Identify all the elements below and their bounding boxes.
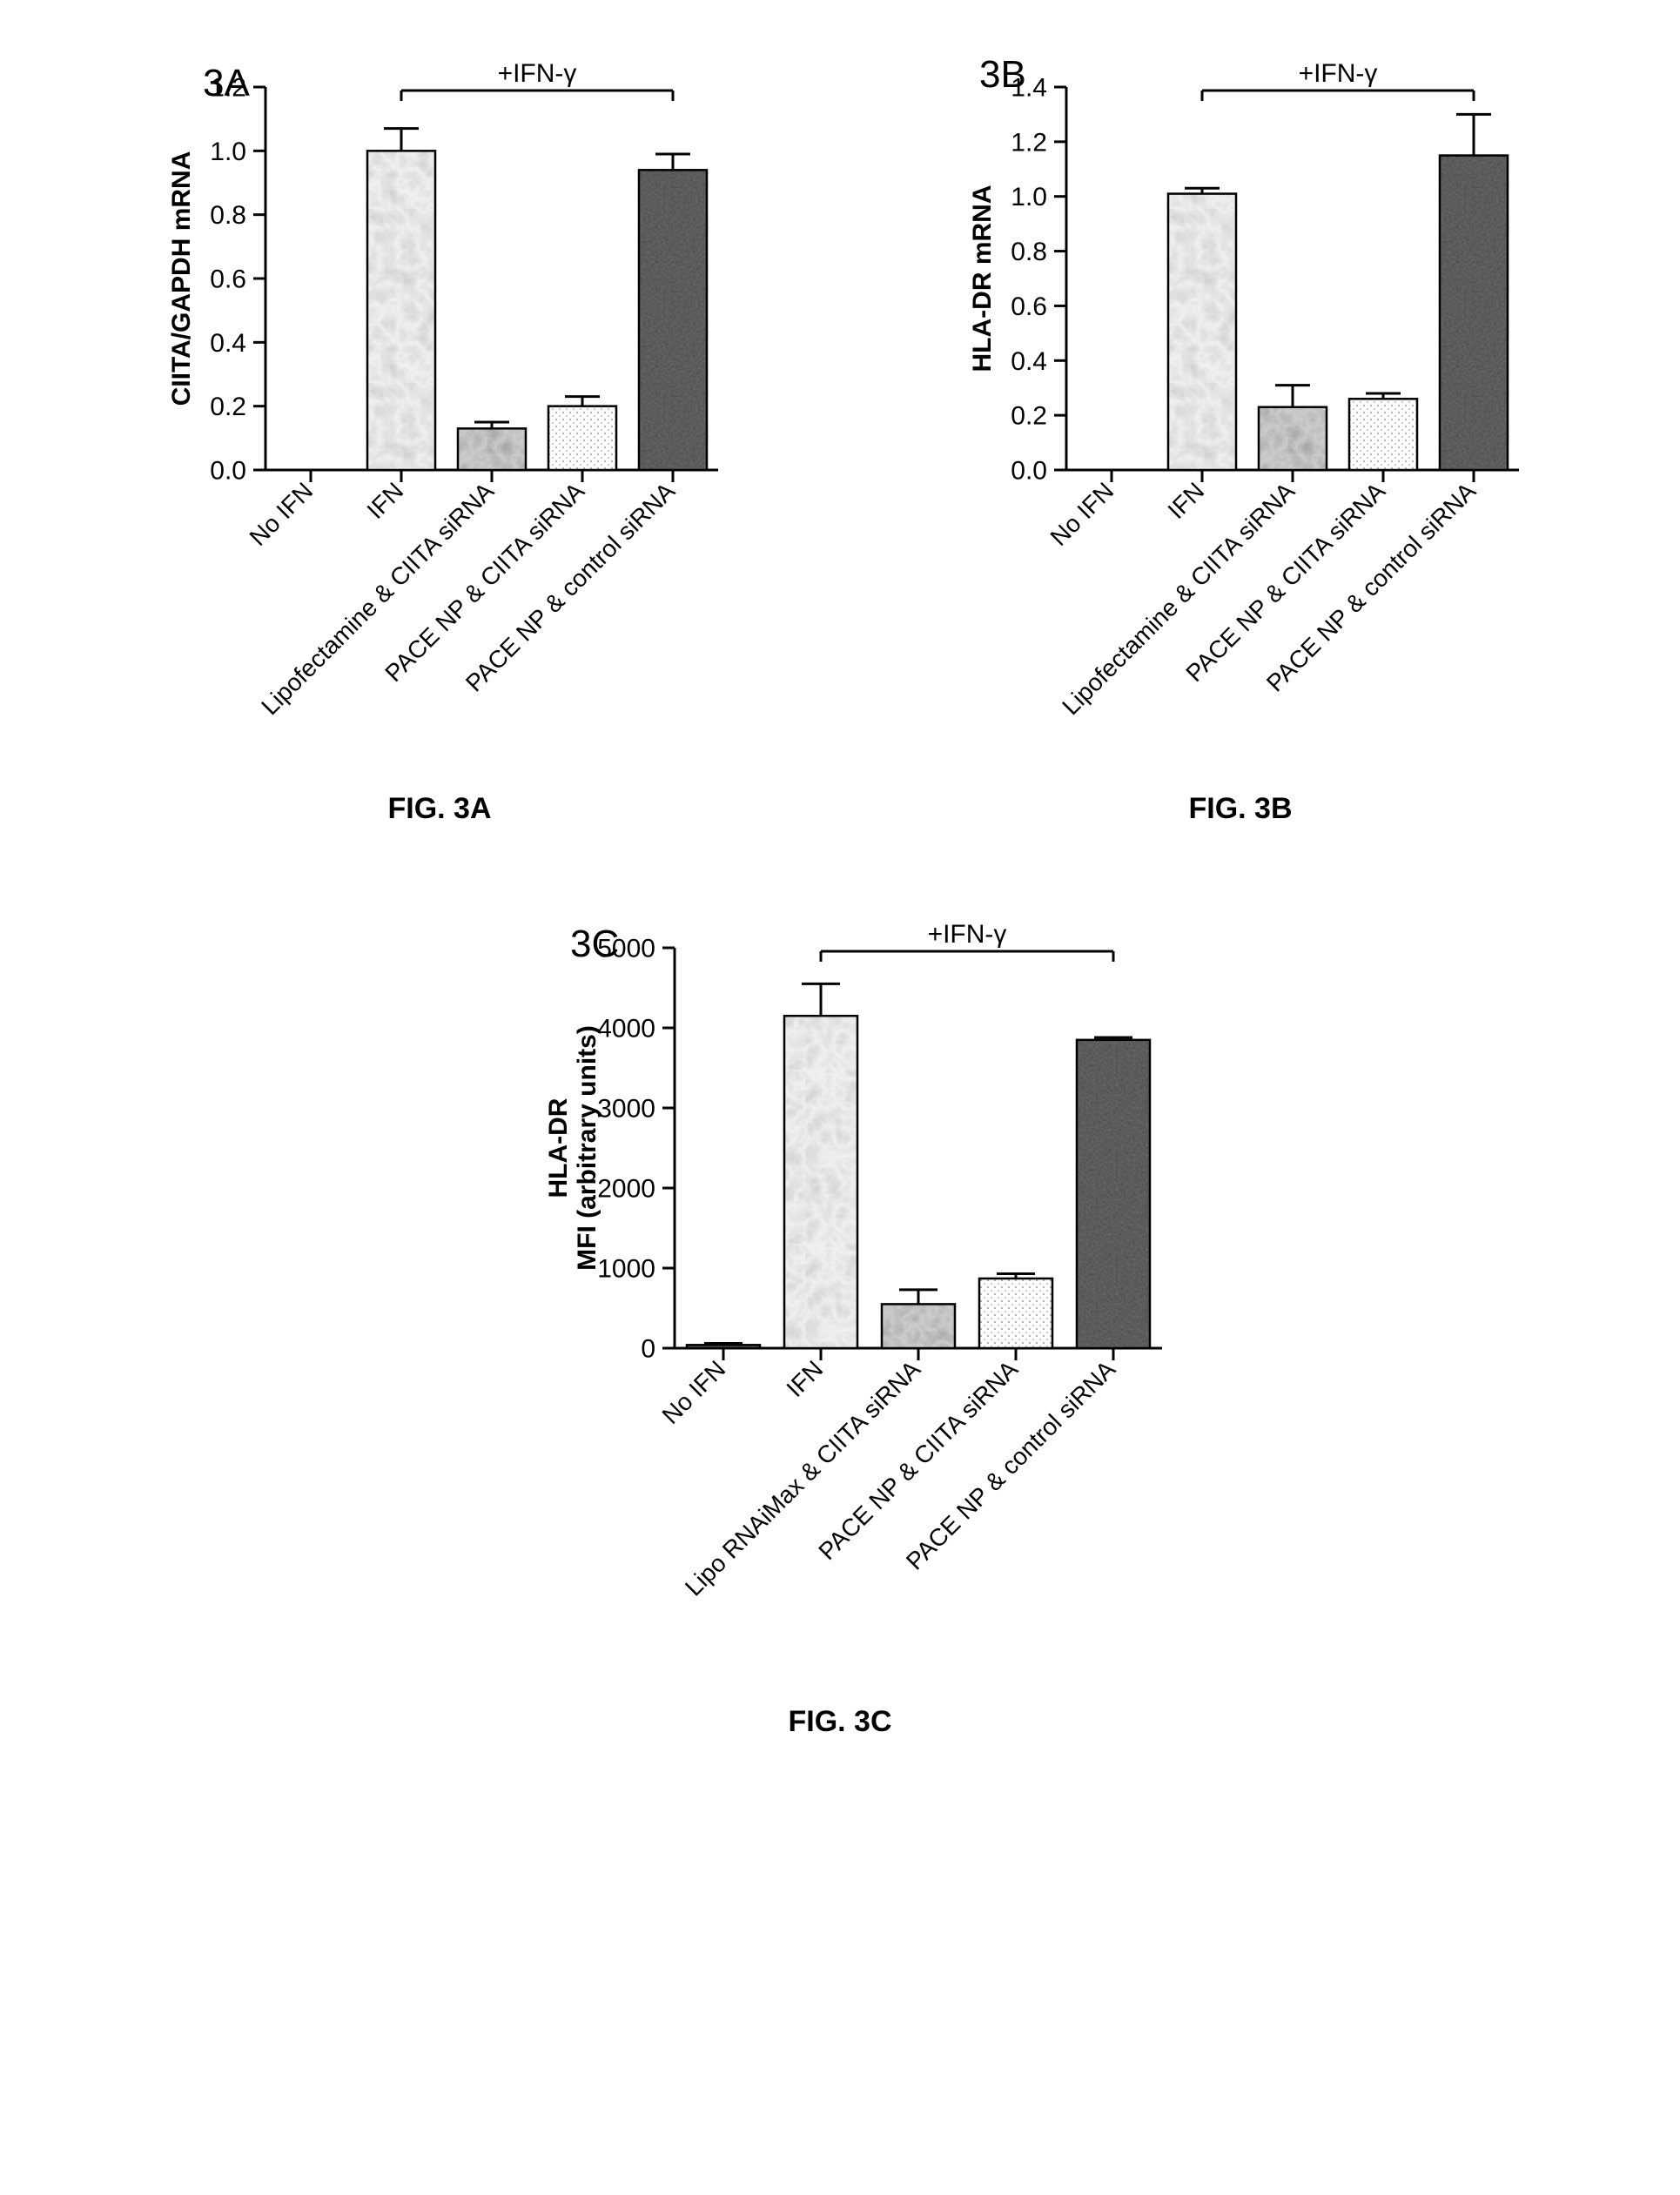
- bar: [979, 1279, 1052, 1348]
- y-tick-label: 4000: [597, 1015, 655, 1044]
- y-tick-label: 5000: [597, 935, 655, 963]
- x-tick-label: IFN: [781, 1355, 828, 1402]
- caption-3c: FIG. 3C: [788, 1705, 891, 1739]
- y-tick-label: 1.0: [210, 138, 246, 166]
- caption-3a: FIG. 3A: [387, 792, 491, 826]
- y-tick-label: 0.0: [1011, 457, 1047, 486]
- x-tick-label: PACE NP & control siRNA: [901, 1355, 1120, 1574]
- bar: [367, 151, 435, 470]
- caption-3b: FIG. 3B: [1188, 792, 1292, 826]
- y-tick-label: 1.0: [1011, 183, 1047, 211]
- bar: [687, 1345, 760, 1348]
- annotation-text: +IFN-γ: [498, 59, 577, 88]
- y-axis-label: HLA-DR mRNA: [968, 185, 997, 373]
- y-tick-label: 0.4: [1011, 347, 1047, 376]
- bar: [548, 406, 616, 470]
- bar: [1077, 1040, 1150, 1348]
- bar: [1168, 194, 1236, 470]
- y-tick-label: 1.4: [1011, 74, 1047, 103]
- y-tick-label: 2000: [597, 1175, 655, 1204]
- y-tick-label: 3000: [597, 1095, 655, 1124]
- y-tick-label: 0.6: [1011, 292, 1047, 321]
- chart-block-b: 3B0.00.20.40.60.81.01.21.4HLA-DR mRNANo …: [910, 35, 1571, 826]
- chart-block-c: 3C010002000300040005000HLA-DRMFI (arbitr…: [457, 896, 1223, 1739]
- y-tick-label: 0: [641, 1335, 655, 1364]
- y-tick-label: 0.8: [1011, 238, 1047, 266]
- bar: [882, 1304, 955, 1348]
- x-tick-label: PACE NP & CIITA siRNA: [813, 1355, 1023, 1565]
- x-tick-label: No IFN: [1045, 477, 1119, 551]
- bar: [1259, 407, 1327, 470]
- page: 3A0.00.20.40.60.81.01.2CIITA/GAPDH mRNAN…: [35, 35, 1645, 1739]
- y-axis-label: CIITA/GAPDH mRNA: [167, 151, 196, 406]
- x-tick-label: IFN: [1162, 477, 1209, 524]
- annotation-text: +IFN-γ: [928, 920, 1007, 949]
- y-tick-label: 0.2: [210, 393, 246, 421]
- y-tick-label: 0.8: [210, 201, 246, 230]
- y-tick-label: 1.2: [1011, 128, 1047, 157]
- y-tick-label: 0.4: [210, 329, 246, 358]
- chart-3a: 3A0.00.20.40.60.81.01.2CIITA/GAPDH mRNAN…: [109, 35, 770, 766]
- x-tick-label: No IFN: [657, 1355, 731, 1429]
- y-tick-label: 0.2: [1011, 402, 1047, 431]
- y-tick-label: 0.0: [210, 457, 246, 486]
- y-tick-label: 1000: [597, 1255, 655, 1284]
- x-tick-label: No IFN: [245, 477, 319, 551]
- bar: [639, 170, 707, 470]
- y-axis-label-1: HLA-DR: [544, 1098, 573, 1198]
- annotation-text: +IFN-γ: [1299, 59, 1378, 88]
- chart-3b: 3B0.00.20.40.60.81.01.21.4HLA-DR mRNANo …: [910, 35, 1571, 766]
- top-row: 3A0.00.20.40.60.81.01.2CIITA/GAPDH mRNAN…: [35, 35, 1645, 826]
- chart-3c: 3C010002000300040005000HLA-DRMFI (arbitr…: [457, 896, 1223, 1679]
- bar: [458, 428, 526, 470]
- bar: [1349, 399, 1417, 470]
- bar: [784, 1016, 857, 1348]
- y-tick-label: 0.6: [210, 265, 246, 294]
- x-tick-label: IFN: [361, 477, 408, 524]
- y-axis-label-2: MFI (arbitrary units): [573, 1025, 601, 1271]
- y-tick-label: 1.2: [210, 74, 246, 103]
- chart-block-a: 3A0.00.20.40.60.81.01.2CIITA/GAPDH mRNAN…: [109, 35, 770, 826]
- bar: [1440, 156, 1508, 470]
